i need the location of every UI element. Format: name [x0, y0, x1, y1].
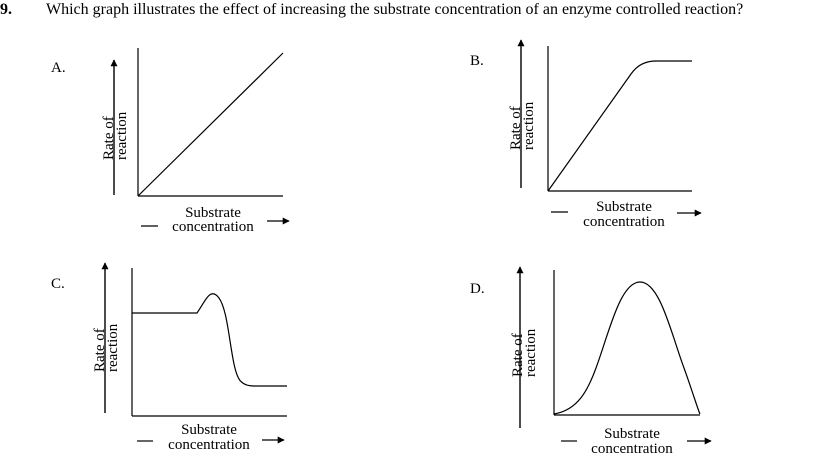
graph-a-x-label-line1: Substrate — [185, 205, 241, 221]
graph-c-x-label-line2: concentration — [168, 437, 250, 453]
graph-b-x-label-line2: concentration — [583, 214, 665, 230]
graph-c-x-label-line1: Substrate — [181, 422, 237, 438]
graph-b-curve — [547, 60, 692, 192]
graph-c-y-label-line2: reaction — [105, 323, 121, 372]
graph-d-y-label-line1: Rate of — [510, 333, 526, 377]
graph-a-y-label-line2: reaction — [114, 111, 130, 160]
option-d-letter[interactable]: D. — [470, 281, 485, 297]
option-a-letter[interactable]: A. — [51, 60, 66, 76]
option-b-letter[interactable]: B. — [470, 53, 484, 69]
graph-b-x-label-line1: Substrate — [596, 199, 652, 215]
option-c-letter[interactable]: C. — [51, 276, 65, 292]
graph-c-y-label-line1: Rate of — [92, 328, 108, 372]
graph-d-x-label-line2: concentration — [591, 441, 673, 457]
question-text: Which graph illustrates the effect of in… — [46, 1, 744, 18]
question-number: 9. — [0, 1, 12, 18]
graph-d-x-label-line1: Substrate — [604, 426, 660, 442]
graph-c-curve — [132, 293, 287, 387]
graph-d-y-label-line2: reaction — [523, 328, 539, 377]
graph-a-y-label-line1: Rate of — [101, 116, 117, 160]
graph-c[interactable]: Rate of reaction Substrate concentration — [92, 262, 287, 453]
graph-a[interactable]: Rate of reaction Substrate concentration — [101, 48, 290, 235]
graph-b-y-label-line1: Rate of — [508, 106, 524, 150]
graph-a-x-label-line2: concentration — [172, 219, 254, 235]
graph-d-curve — [553, 281, 701, 415]
graph-b[interactable]: Rate of reaction Substrate concentration — [508, 39, 702, 230]
graph-d[interactable]: Rate of reaction Substrate concentration — [510, 266, 712, 457]
graph-a-curve — [137, 52, 284, 197]
graph-b-y-label-line2: reaction — [521, 101, 537, 150]
